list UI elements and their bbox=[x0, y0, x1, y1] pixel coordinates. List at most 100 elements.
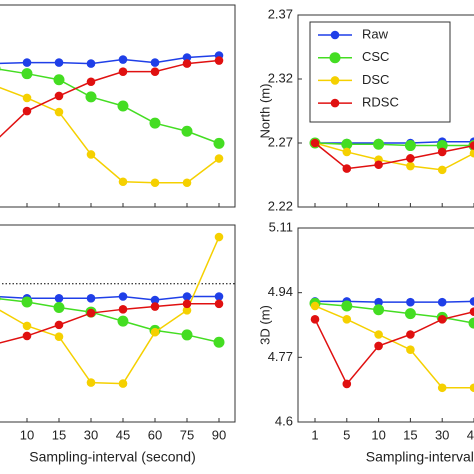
data-point bbox=[53, 74, 65, 86]
data-point bbox=[182, 59, 192, 68]
x-tick-label: 45 bbox=[467, 427, 474, 442]
data-point bbox=[342, 314, 352, 324]
data-point bbox=[310, 138, 320, 148]
data-point bbox=[118, 305, 128, 314]
plot-frame bbox=[0, 224, 236, 423]
data-point bbox=[150, 302, 160, 311]
series-line bbox=[315, 140, 474, 144]
x-tick-label: 90 bbox=[212, 427, 226, 442]
legend-label: Raw bbox=[362, 26, 389, 41]
legend-label: DSC bbox=[362, 72, 389, 87]
y-tick-label: 2.37 bbox=[268, 6, 293, 21]
data-point bbox=[182, 292, 192, 301]
data-point bbox=[436, 140, 448, 152]
data-point bbox=[21, 296, 33, 308]
data-point bbox=[53, 302, 65, 314]
data-point bbox=[118, 177, 128, 187]
data-point bbox=[469, 148, 474, 158]
x-tick-label: 30 bbox=[84, 427, 98, 442]
data-point bbox=[373, 138, 385, 150]
y-axis-label: North (m) bbox=[257, 84, 272, 139]
plot-frame bbox=[0, 4, 236, 208]
data-point bbox=[469, 297, 474, 306]
data-point bbox=[150, 295, 160, 305]
y-tick-label: 2.22 bbox=[268, 198, 293, 213]
data-point bbox=[213, 137, 225, 149]
x-tick-label: 45 bbox=[116, 427, 130, 442]
data-point bbox=[404, 140, 416, 152]
data-point bbox=[468, 317, 474, 329]
data-point bbox=[406, 154, 415, 163]
y-tick-label: 5.11 bbox=[269, 219, 293, 234]
data-point bbox=[437, 165, 447, 175]
data-point bbox=[310, 314, 320, 324]
y-tick-label: 2.27 bbox=[268, 134, 293, 149]
x-axis-label: Sampling-interval (second) bbox=[366, 449, 474, 465]
data-point bbox=[0, 66, 1, 71]
x-tick-label: 75 bbox=[180, 427, 194, 442]
data-point bbox=[118, 292, 128, 301]
series-line bbox=[314, 142, 474, 170]
series-line bbox=[0, 59, 220, 138]
data-point bbox=[181, 329, 193, 341]
x-tick-label: 5 bbox=[343, 427, 350, 442]
data-point bbox=[54, 58, 64, 67]
data-point bbox=[213, 336, 225, 348]
legend-marker bbox=[330, 30, 340, 40]
data-point bbox=[150, 327, 160, 337]
data-point bbox=[182, 306, 192, 315]
x-tick-label: 15 bbox=[52, 427, 66, 442]
data-point bbox=[54, 91, 64, 101]
series-line bbox=[0, 295, 219, 301]
x-tick-label: 10 bbox=[20, 427, 34, 442]
data-point bbox=[214, 154, 224, 163]
series-line bbox=[314, 302, 474, 324]
data-point bbox=[118, 55, 128, 64]
data-point bbox=[373, 304, 385, 316]
data-point bbox=[117, 100, 129, 112]
data-point bbox=[374, 330, 383, 339]
data-point bbox=[22, 321, 32, 331]
data-point bbox=[0, 295, 1, 301]
series-line bbox=[315, 300, 474, 303]
x-tick-label: 15 bbox=[403, 427, 417, 442]
series-line bbox=[314, 310, 474, 386]
data-point bbox=[86, 308, 96, 318]
data-point bbox=[86, 378, 96, 387]
legend-label: RDSC bbox=[362, 95, 399, 110]
y-tick-label: 4.94 bbox=[268, 284, 293, 299]
legend-label: CSC bbox=[362, 49, 389, 64]
data-point bbox=[149, 117, 161, 129]
data-point bbox=[437, 383, 447, 393]
data-point bbox=[150, 178, 160, 188]
data-point bbox=[182, 53, 192, 62]
data-point bbox=[181, 125, 193, 137]
series-line bbox=[314, 142, 474, 171]
data-point bbox=[469, 307, 474, 316]
legend-marker bbox=[329, 52, 341, 64]
data-point bbox=[342, 379, 352, 389]
y-tick-label: 4.77 bbox=[268, 349, 293, 364]
data-point bbox=[404, 308, 416, 320]
data-point bbox=[22, 93, 32, 103]
data-point bbox=[54, 293, 64, 303]
data-point bbox=[342, 164, 352, 173]
data-point bbox=[374, 341, 383, 351]
data-point bbox=[22, 58, 32, 67]
data-point bbox=[214, 232, 224, 242]
data-point bbox=[22, 331, 32, 341]
data-point bbox=[214, 292, 224, 301]
data-point bbox=[182, 299, 192, 309]
data-point bbox=[22, 106, 32, 116]
data-point bbox=[406, 330, 415, 339]
data-point bbox=[341, 138, 353, 150]
data-point bbox=[117, 315, 129, 327]
data-point bbox=[374, 297, 383, 307]
series-line bbox=[0, 54, 220, 65]
series-line bbox=[0, 303, 219, 344]
data-point bbox=[437, 314, 447, 324]
data-point bbox=[406, 297, 415, 307]
data-point bbox=[54, 107, 64, 117]
data-point bbox=[310, 301, 320, 311]
